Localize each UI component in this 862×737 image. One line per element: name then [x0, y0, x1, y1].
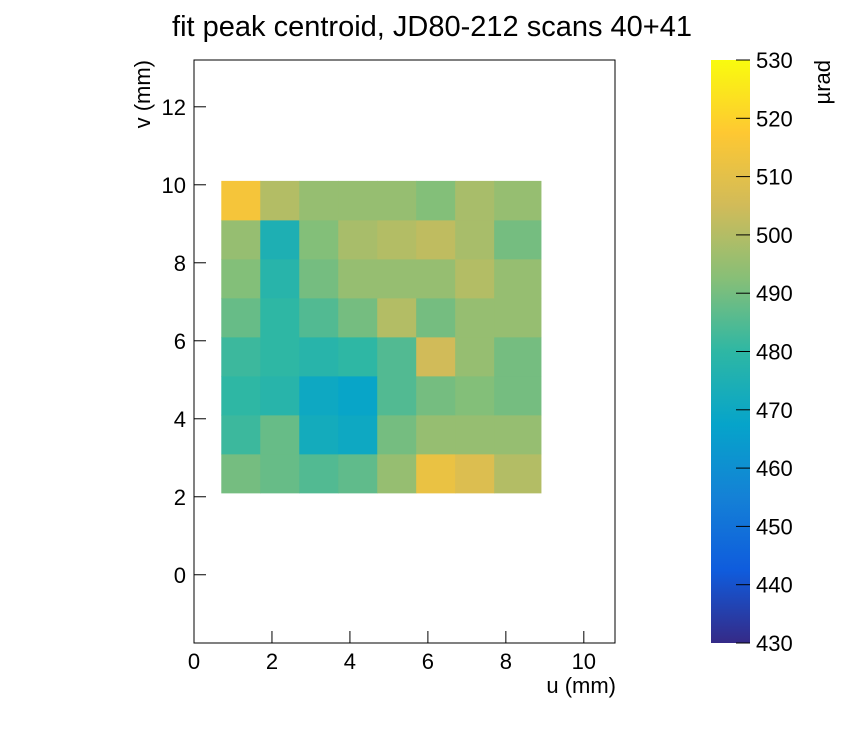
heatmap-cell: [221, 336, 261, 377]
heatmap-cell: [494, 219, 542, 260]
heatmap-cell: [494, 375, 542, 416]
heatmap-cell: [338, 258, 378, 299]
colorbar-tick-label: 440: [756, 573, 793, 598]
heatmap-cell: [221, 414, 261, 455]
heatmap-cell: [260, 414, 300, 455]
heatmap-cell: [494, 297, 542, 338]
heatmap-cell: [494, 180, 542, 221]
y-tick-label: 12: [162, 95, 186, 120]
heatmap-cell: [260, 336, 300, 377]
heatmap-cell: [455, 297, 495, 338]
heatmap-cell: [299, 414, 339, 455]
heatmap-cell: [377, 297, 417, 338]
heatmap-cell: [338, 453, 378, 494]
y-tick-label: 10: [162, 173, 186, 198]
colorbar-tick-label: 460: [756, 456, 793, 481]
heatmap-cell: [221, 219, 261, 260]
y-tick-label: 8: [174, 251, 186, 276]
heatmap-cell: [338, 180, 378, 221]
heatmap-cell: [494, 258, 542, 299]
x-tick-label: 10: [572, 649, 596, 674]
colorbar-tick-label: 490: [756, 281, 793, 306]
heatmap-cell: [260, 297, 300, 338]
heatmap-cell: [221, 180, 261, 221]
heatmap-cell: [416, 414, 456, 455]
heatmap-cell: [494, 336, 542, 377]
heatmap-cell: [260, 219, 300, 260]
heatmap-cell: [260, 375, 300, 416]
heatmap-cell: [338, 414, 378, 455]
heatmap-cell: [221, 375, 261, 416]
y-tick-label: 6: [174, 329, 186, 354]
heatmap-cell: [416, 258, 456, 299]
colorbar-tick-label: 530: [756, 48, 793, 73]
heatmap-cell: [455, 414, 495, 455]
heatmap-cell: [416, 219, 456, 260]
heatmap-cell: [416, 453, 456, 494]
heatmap-cell: [260, 453, 300, 494]
x-tick-label: 4: [344, 649, 356, 674]
heatmap-cell: [299, 258, 339, 299]
heatmap-cell: [455, 336, 495, 377]
heatmap-cell: [455, 453, 495, 494]
heatmap-cell: [299, 297, 339, 338]
y-axis-label: v (mm): [130, 60, 155, 128]
heatmap-cell: [455, 219, 495, 260]
heatmap-cell: [299, 375, 339, 416]
heatmap-cell: [377, 375, 417, 416]
chart-title: fit peak centroid, JD80-212 scans 40+41: [172, 11, 692, 43]
colorbar-tick-label: 520: [756, 106, 793, 131]
y-tick-label: 4: [174, 407, 186, 432]
heatmap-cell: [494, 453, 542, 494]
heatmap-cell: [299, 180, 339, 221]
heatmap-cell: [221, 453, 261, 494]
heatmap-cell: [338, 219, 378, 260]
heatmap-cell: [299, 453, 339, 494]
heatmap-cell: [455, 258, 495, 299]
heatmap-cell: [260, 180, 300, 221]
colorbar-tick-label: 470: [756, 398, 793, 423]
y-tick-label: 0: [174, 563, 186, 588]
y-tick-label: 2: [174, 485, 186, 510]
heatmap-cell: [455, 375, 495, 416]
colorbar-tick-label: 480: [756, 340, 793, 365]
x-tick-label: 8: [500, 649, 512, 674]
heatmap-cell: [416, 336, 456, 377]
heatmap-cell: [299, 219, 339, 260]
heatmap-cell: [416, 375, 456, 416]
heatmap-cell: [338, 375, 378, 416]
heatmap-cell: [377, 453, 417, 494]
heatmap-cell: [299, 336, 339, 377]
heatmap-cell: [377, 336, 417, 377]
heatmap-cell: [260, 258, 300, 299]
colorbar-tick-label: 430: [756, 631, 793, 656]
heatmap-cell: [416, 180, 456, 221]
heatmap-cell: [377, 414, 417, 455]
x-tick-label: 0: [188, 649, 200, 674]
heatmap-cell: [338, 336, 378, 377]
heatmap-cell: [377, 219, 417, 260]
heatmap-cell: [377, 258, 417, 299]
heatmap-cell: [377, 180, 417, 221]
heatmap-cell: [494, 414, 542, 455]
colorbar-tick-label: 450: [756, 514, 793, 539]
heatmap-cell: [221, 297, 261, 338]
colorbar-tick-label: 510: [756, 165, 793, 190]
colorbar-tick-label: 500: [756, 223, 793, 248]
heatmap-cell: [416, 297, 456, 338]
x-tick-label: 2: [266, 649, 278, 674]
heatmap-cell: [455, 180, 495, 221]
colorbar-label: µrad: [810, 60, 835, 104]
heatmap-cell: [338, 297, 378, 338]
x-tick-label: 6: [422, 649, 434, 674]
plot-frame: [193, 59, 616, 644]
x-axis-label: u (mm): [546, 673, 616, 698]
heatmap-cell: [221, 258, 261, 299]
